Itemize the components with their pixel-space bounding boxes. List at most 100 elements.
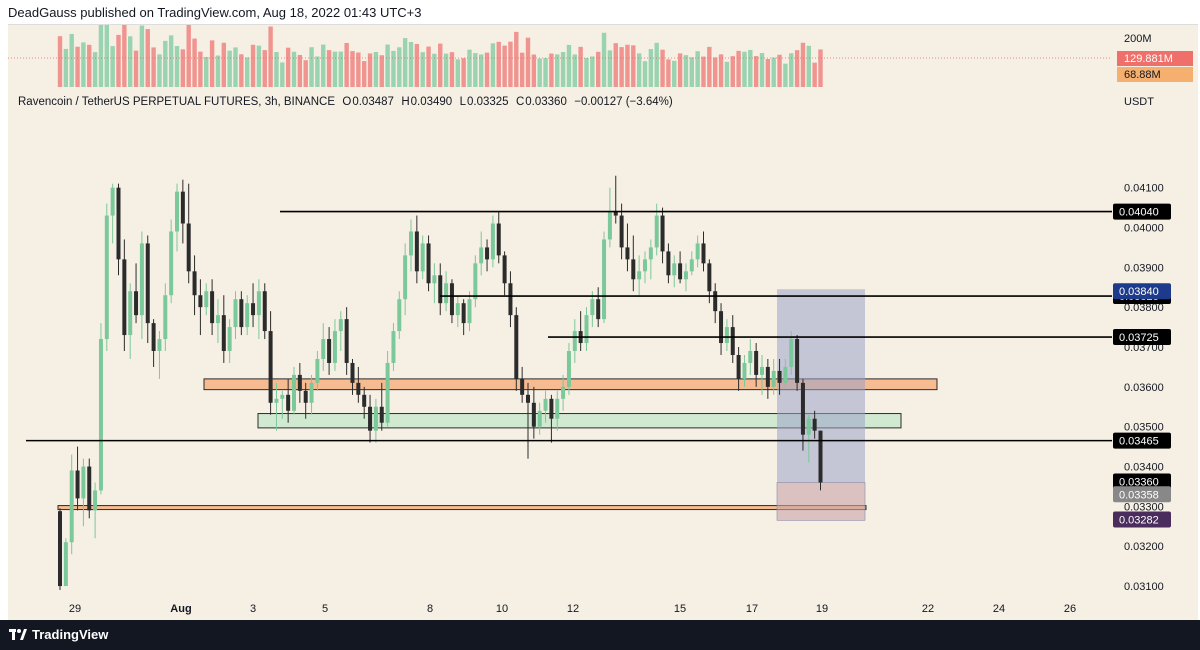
volume-bar (280, 62, 285, 87)
candle-body (356, 382, 361, 395)
candle (145, 235, 150, 344)
volume-bar (619, 47, 624, 87)
volume-bar (636, 53, 642, 87)
candle-body (730, 327, 735, 355)
candle (754, 343, 759, 387)
candle (666, 243, 671, 284)
candle (514, 307, 519, 391)
candle (467, 291, 472, 332)
volume-bar (519, 52, 525, 87)
candle (186, 183, 191, 284)
header-bar: DeadGauss published on TradingView.com, … (0, 0, 1200, 24)
chart-frame[interactable]: 200M 129.881M 68.88M USDT 0.03100 0.03200 0.0… (8, 23, 1198, 622)
volume-bar (297, 54, 303, 87)
volume-bar (724, 61, 730, 87)
candle-body (566, 351, 571, 387)
volume-bar (128, 36, 133, 87)
candle-body (637, 271, 642, 280)
candle-body (561, 386, 566, 399)
candle (449, 279, 454, 324)
candle-body (198, 295, 203, 308)
price-label-bg (1113, 486, 1171, 503)
candle-body (63, 542, 68, 587)
tradingview-logo-icon[interactable] (9, 627, 27, 643)
volume-bar (432, 53, 437, 87)
candle-body (309, 382, 314, 403)
high-value: 0.03490 (410, 96, 453, 108)
candle-body (549, 398, 554, 419)
candle-body (760, 366, 764, 375)
candle (520, 366, 525, 403)
candle (432, 263, 437, 304)
candle-body (186, 223, 191, 272)
volume-bar (672, 60, 677, 87)
candle (104, 203, 109, 351)
volume-bar (560, 52, 566, 87)
volume-bar (204, 56, 209, 87)
time-tick-label: 29 (69, 603, 81, 615)
volume-bar (262, 50, 267, 87)
footer-bar: TradingView (0, 620, 1200, 650)
candle (485, 239, 490, 272)
volume-bar (490, 43, 496, 87)
price-tick-label: 0.03300 (1124, 501, 1164, 513)
candle (180, 179, 185, 244)
candle-body (742, 362, 747, 379)
chart-svg[interactable]: 200M 129.881M 68.88M USDT 0.03100 0.03200 0.0… (8, 23, 1198, 621)
candle (385, 351, 390, 427)
price-tick-label: 0.04000 (1124, 223, 1164, 235)
candle-body (175, 191, 179, 232)
candle-body (116, 187, 121, 260)
candle (245, 295, 250, 336)
candle-body (239, 299, 244, 328)
candle-body (789, 339, 794, 367)
volume-bar (677, 53, 683, 87)
level-price-label-text: 0.03465 (1119, 436, 1159, 448)
candle (689, 251, 694, 276)
candle-body (93, 490, 98, 511)
candle (461, 299, 466, 336)
price-axis[interactable]: USDT 0.03100 0.03200 0.03300 0.03400 0.03500 0… (1113, 96, 1171, 593)
candle-body (607, 211, 612, 240)
candle-body (537, 410, 542, 427)
candle-body (303, 390, 308, 403)
volume-bar (753, 56, 759, 87)
level-price-label-bg (1113, 203, 1171, 220)
symbol-name: Ravencoin / TetherUS PERPETUAL FUTURES, … (18, 96, 335, 108)
level-price-label: 0.04040 (1113, 203, 1171, 220)
candle (678, 251, 683, 284)
candle (619, 203, 624, 260)
candle-body (204, 291, 209, 308)
candle-body (256, 291, 261, 316)
volume-bar (794, 50, 800, 87)
price-axis-unit: USDT (1124, 96, 1154, 108)
candle (566, 343, 571, 395)
volume-bar (666, 59, 671, 87)
candle-body (344, 319, 349, 363)
close-value: 0.03360 (525, 96, 567, 108)
volume-bar (572, 54, 577, 87)
time-axis[interactable]: 29 Aug 3 5 8 10 12 15 17 19 22 24 26 (69, 603, 1076, 615)
candle (139, 231, 144, 340)
candle-body (783, 366, 788, 383)
tradingview-brand[interactable]: TradingView (32, 627, 109, 642)
candle-body (602, 239, 607, 320)
level-price-label-bg (1113, 329, 1171, 346)
volume-bar (256, 45, 262, 87)
volume-bar (245, 57, 250, 87)
candle (163, 283, 168, 351)
volume-bar (163, 40, 168, 87)
candle (508, 271, 513, 328)
volume-bar (660, 49, 665, 87)
candle-body (297, 374, 302, 391)
candle (765, 358, 770, 399)
candle-body (245, 303, 250, 328)
volume-bar (233, 47, 238, 87)
volume-bar (596, 51, 601, 87)
volume-bar (385, 44, 390, 87)
volume-bar (531, 54, 537, 87)
candle (350, 358, 355, 395)
candle (344, 307, 349, 375)
volume-bar (496, 41, 501, 87)
time-tick-label: 10 (496, 603, 508, 615)
